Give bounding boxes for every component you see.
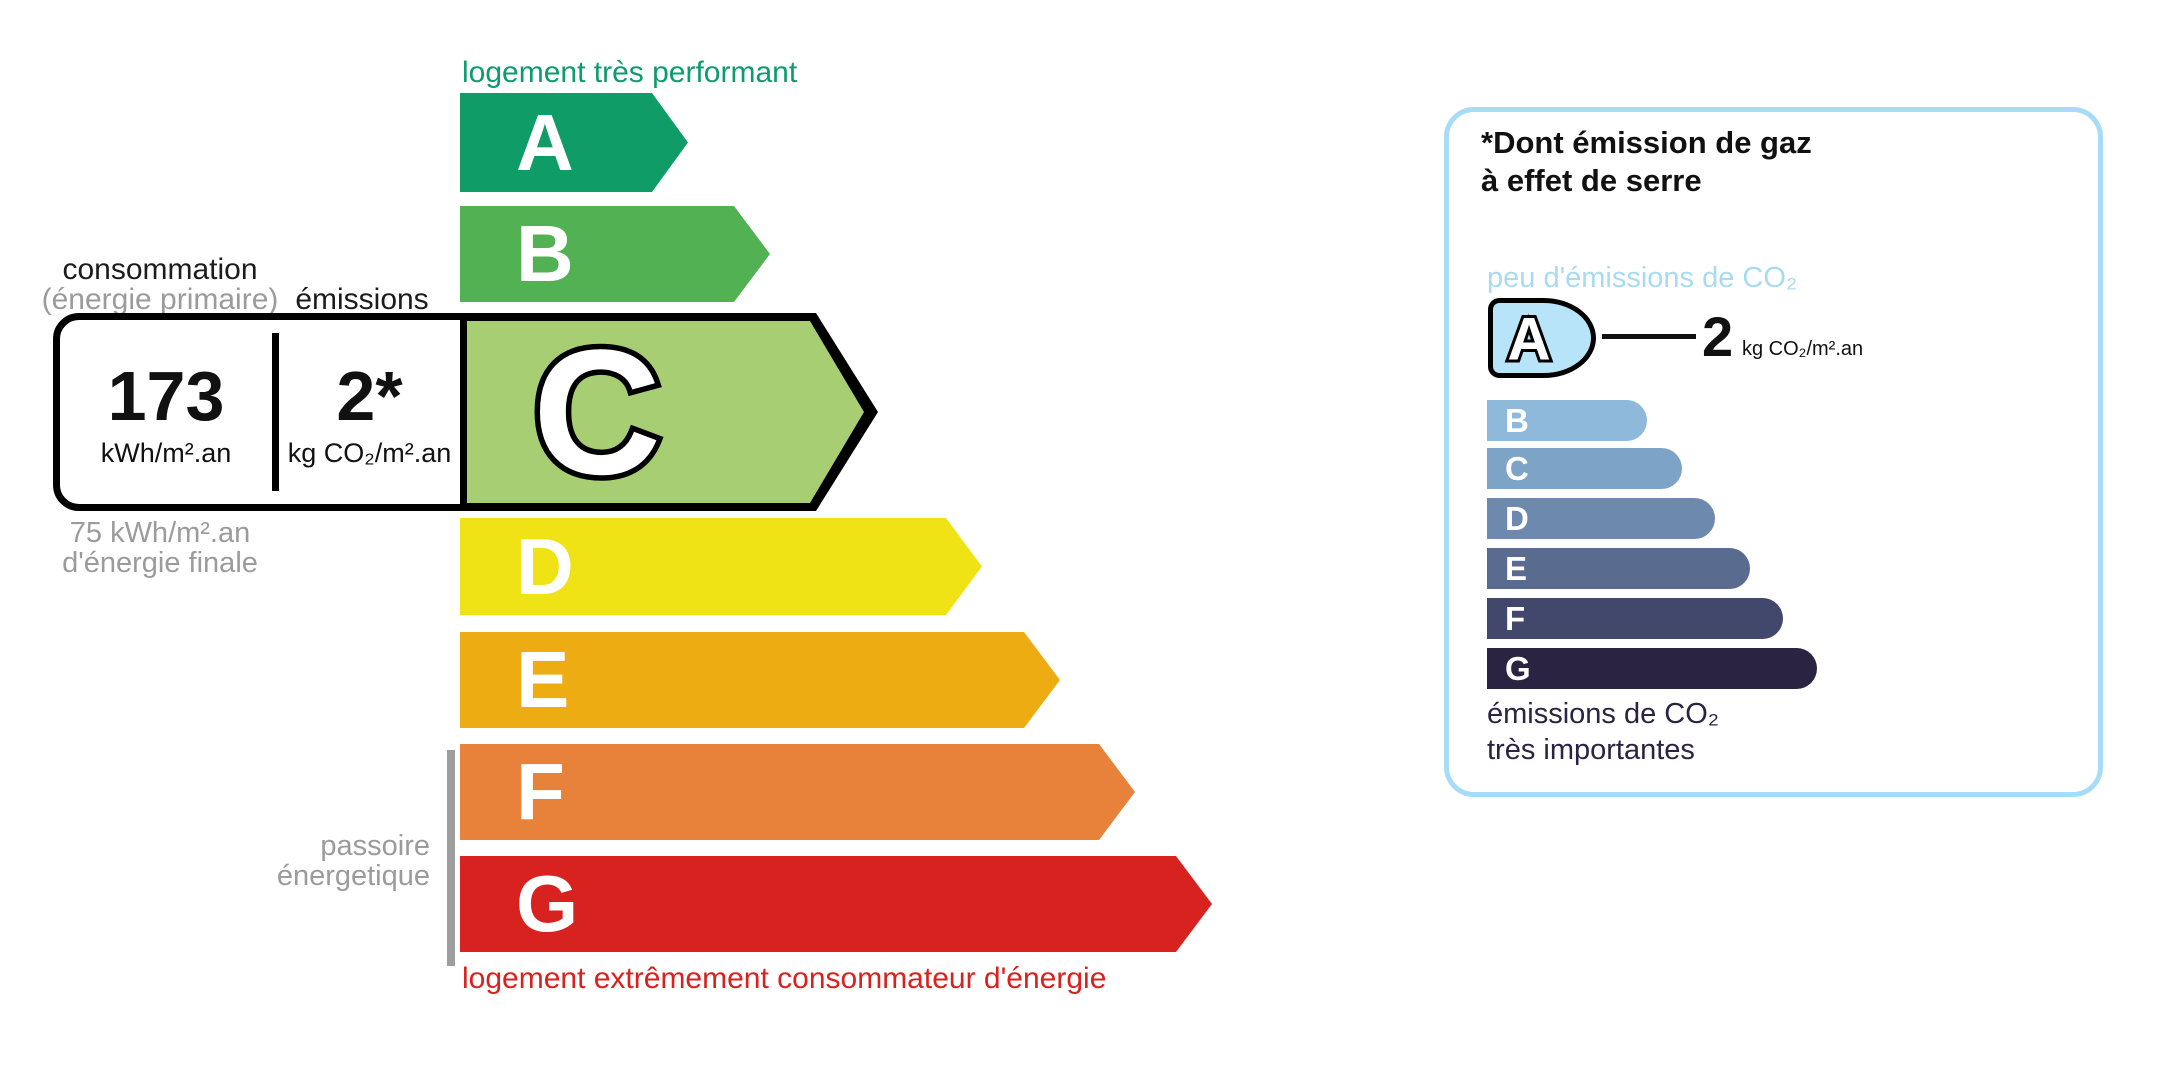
co2-high-emissions-label-line2: très importantes [1487, 734, 1695, 766]
co2-class-letter-c: C [1505, 450, 1529, 487]
co2-high-emissions-label-line1: émissions de CO₂ [1487, 698, 1720, 730]
energy-class-arrow-g: G [460, 856, 1212, 952]
co2-class-bar-b: B [1487, 400, 1647, 441]
co2-panel-title: *Dont émission de gaz à effet de serre [1481, 124, 1812, 200]
top-performance-label: logement très performant [462, 56, 798, 89]
value-box-divider [272, 333, 279, 491]
svg-text:C: C [533, 321, 662, 503]
co2-class-letter-f: F [1505, 600, 1526, 637]
energy-sieve-label-line1: passoire [320, 830, 430, 862]
emissions-unit: kg CO₂/m².an [287, 438, 452, 468]
dpe-value-box: 173 kWh/m².an 2* kg CO₂/m².an [53, 313, 467, 511]
energy-class-letter-d: D [516, 521, 574, 611]
co2-emissions-panel: *Dont émission de gaz à effet de serre p… [1444, 107, 2103, 797]
final-energy-note: 75 kWh/m².an d'énergie finale [28, 518, 292, 578]
emissions-value: 2* [336, 357, 403, 435]
energy-sieve-label-line2: énergetique [276, 860, 430, 892]
svg-text:A: A [1507, 306, 1550, 373]
consumption-unit: kWh/m².an [100, 438, 232, 468]
energy-sieve-label: passoire énergetique [230, 831, 430, 891]
energy-class-letter-f: F [516, 747, 565, 836]
co2-class-bar-c: C [1487, 448, 1682, 489]
co2-class-bar-f: F [1487, 598, 1783, 639]
emissions-header: émissions [295, 283, 429, 316]
energy-class-arrow-c-fill: C [467, 321, 864, 503]
energy-class-arrow-b: B [460, 206, 770, 302]
co2-value-connector-line [1602, 334, 1696, 339]
energy-class-arrow-f: F [460, 744, 1135, 840]
co2-class-letter-e: E [1505, 550, 1528, 587]
co2-low-emissions-label: peu d'émissions de CO₂ [1487, 262, 1798, 294]
energy-class-arrow-c-selected: C [460, 313, 878, 511]
co2-class-letter-a: A [1504, 303, 1553, 373]
emissions-cell: 2* kg CO₂/m².an [279, 320, 460, 504]
energy-sieve-bracket [447, 750, 455, 966]
co2-class-letter-g: G [1505, 650, 1531, 687]
co2-class-letter-d: D [1505, 500, 1529, 537]
energy-class-letter-c: C [487, 321, 707, 503]
co2-panel-title-line1: *Dont émission de gaz [1481, 125, 1812, 160]
primary-energy-subheader: (énergie primaire) [41, 283, 279, 316]
energy-class-arrow-a: A [460, 93, 688, 192]
energy-class-letter-e: E [516, 635, 570, 724]
co2-class-bar-e: E [1487, 548, 1750, 589]
bottom-consumption-label: logement extrêmement consommateur d'éner… [462, 962, 1107, 995]
energy-class-letter-g: G [516, 859, 579, 948]
consumption-cell: 173 kWh/m².an [60, 320, 272, 504]
co2-high-emissions-label: émissions de CO₂ très importantes [1487, 696, 1719, 768]
final-energy-note-line2: d'énergie finale [62, 547, 258, 579]
energy-class-letter-b: B [516, 209, 574, 298]
energy-class-letter-a: A [516, 97, 574, 187]
final-energy-note-line1: 75 kWh/m².an [69, 517, 251, 549]
co2-class-bar-d: D [1487, 498, 1715, 539]
consumption-header: consommation [62, 253, 258, 286]
energy-class-arrow-e: E [460, 632, 1060, 728]
consumption-value: 173 [107, 357, 225, 435]
co2-value-unit: kg CO₂/m².an [1742, 338, 1864, 360]
co2-panel-title-line2: à effet de serre [1481, 163, 1702, 198]
co2-class-letter-b: B [1505, 402, 1529, 439]
co2-class-badge-a: A [1488, 298, 1596, 378]
co2-value: 2 [1702, 305, 1734, 368]
energy-class-arrow-d: D [460, 518, 982, 615]
co2-class-bar-g: G [1487, 648, 1817, 689]
